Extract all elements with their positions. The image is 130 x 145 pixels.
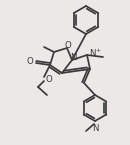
Text: N: N	[92, 124, 98, 133]
Text: N: N	[70, 52, 76, 61]
Text: O: O	[26, 58, 33, 67]
Text: O: O	[45, 75, 52, 84]
Text: +: +	[95, 48, 100, 54]
Text: N: N	[89, 49, 96, 58]
Text: O: O	[65, 40, 71, 49]
